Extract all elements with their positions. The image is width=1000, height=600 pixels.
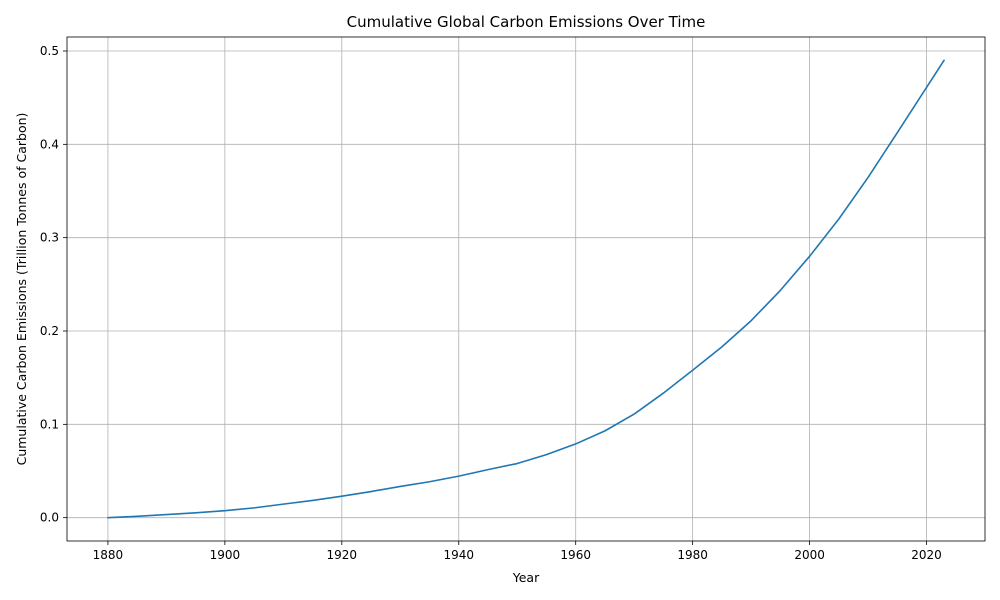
- y-tick-label: 0.2: [40, 324, 59, 338]
- grid: [67, 37, 985, 541]
- chart-title: Cumulative Global Carbon Emissions Over …: [347, 13, 706, 31]
- series-layer: [107, 59, 945, 519]
- x-tick-label: 1880: [93, 548, 124, 562]
- x-axis-label: Year: [512, 570, 540, 585]
- y-tick-label: 0.3: [40, 231, 59, 245]
- y-tick-label: 0.5: [40, 44, 59, 58]
- y-tick-label: 0.0: [40, 511, 59, 525]
- series-line: [107, 59, 945, 519]
- x-tick-label: 1940: [443, 548, 474, 562]
- x-tick-label: 1960: [560, 548, 591, 562]
- x-tick-label: 2020: [911, 548, 942, 562]
- x-axis-ticks: 1880 1900 1920 1940 1960 1980 2000 2020: [93, 541, 942, 562]
- x-tick-label: 1920: [327, 548, 358, 562]
- plot-area-frame: [66, 36, 986, 542]
- x-tick-label: 1900: [210, 548, 241, 562]
- y-axis-label: Cumulative Carbon Emissions (Trillion To…: [14, 113, 29, 466]
- y-tick-label: 0.1: [40, 417, 59, 431]
- y-tick-label: 0.4: [40, 137, 59, 151]
- y-axis-ticks: 0.0 0.1 0.2 0.3 0.4 0.5: [40, 44, 67, 525]
- x-tick-label: 2000: [794, 548, 825, 562]
- x-tick-label: 1980: [677, 548, 708, 562]
